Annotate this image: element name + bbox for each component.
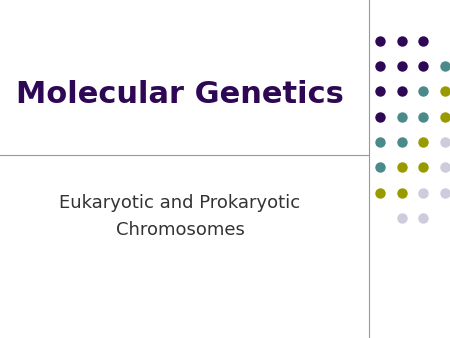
Text: Molecular Genetics: Molecular Genetics: [16, 80, 344, 109]
Text: Eukaryotic and Prokaryotic
Chromosomes: Eukaryotic and Prokaryotic Chromosomes: [59, 194, 301, 239]
